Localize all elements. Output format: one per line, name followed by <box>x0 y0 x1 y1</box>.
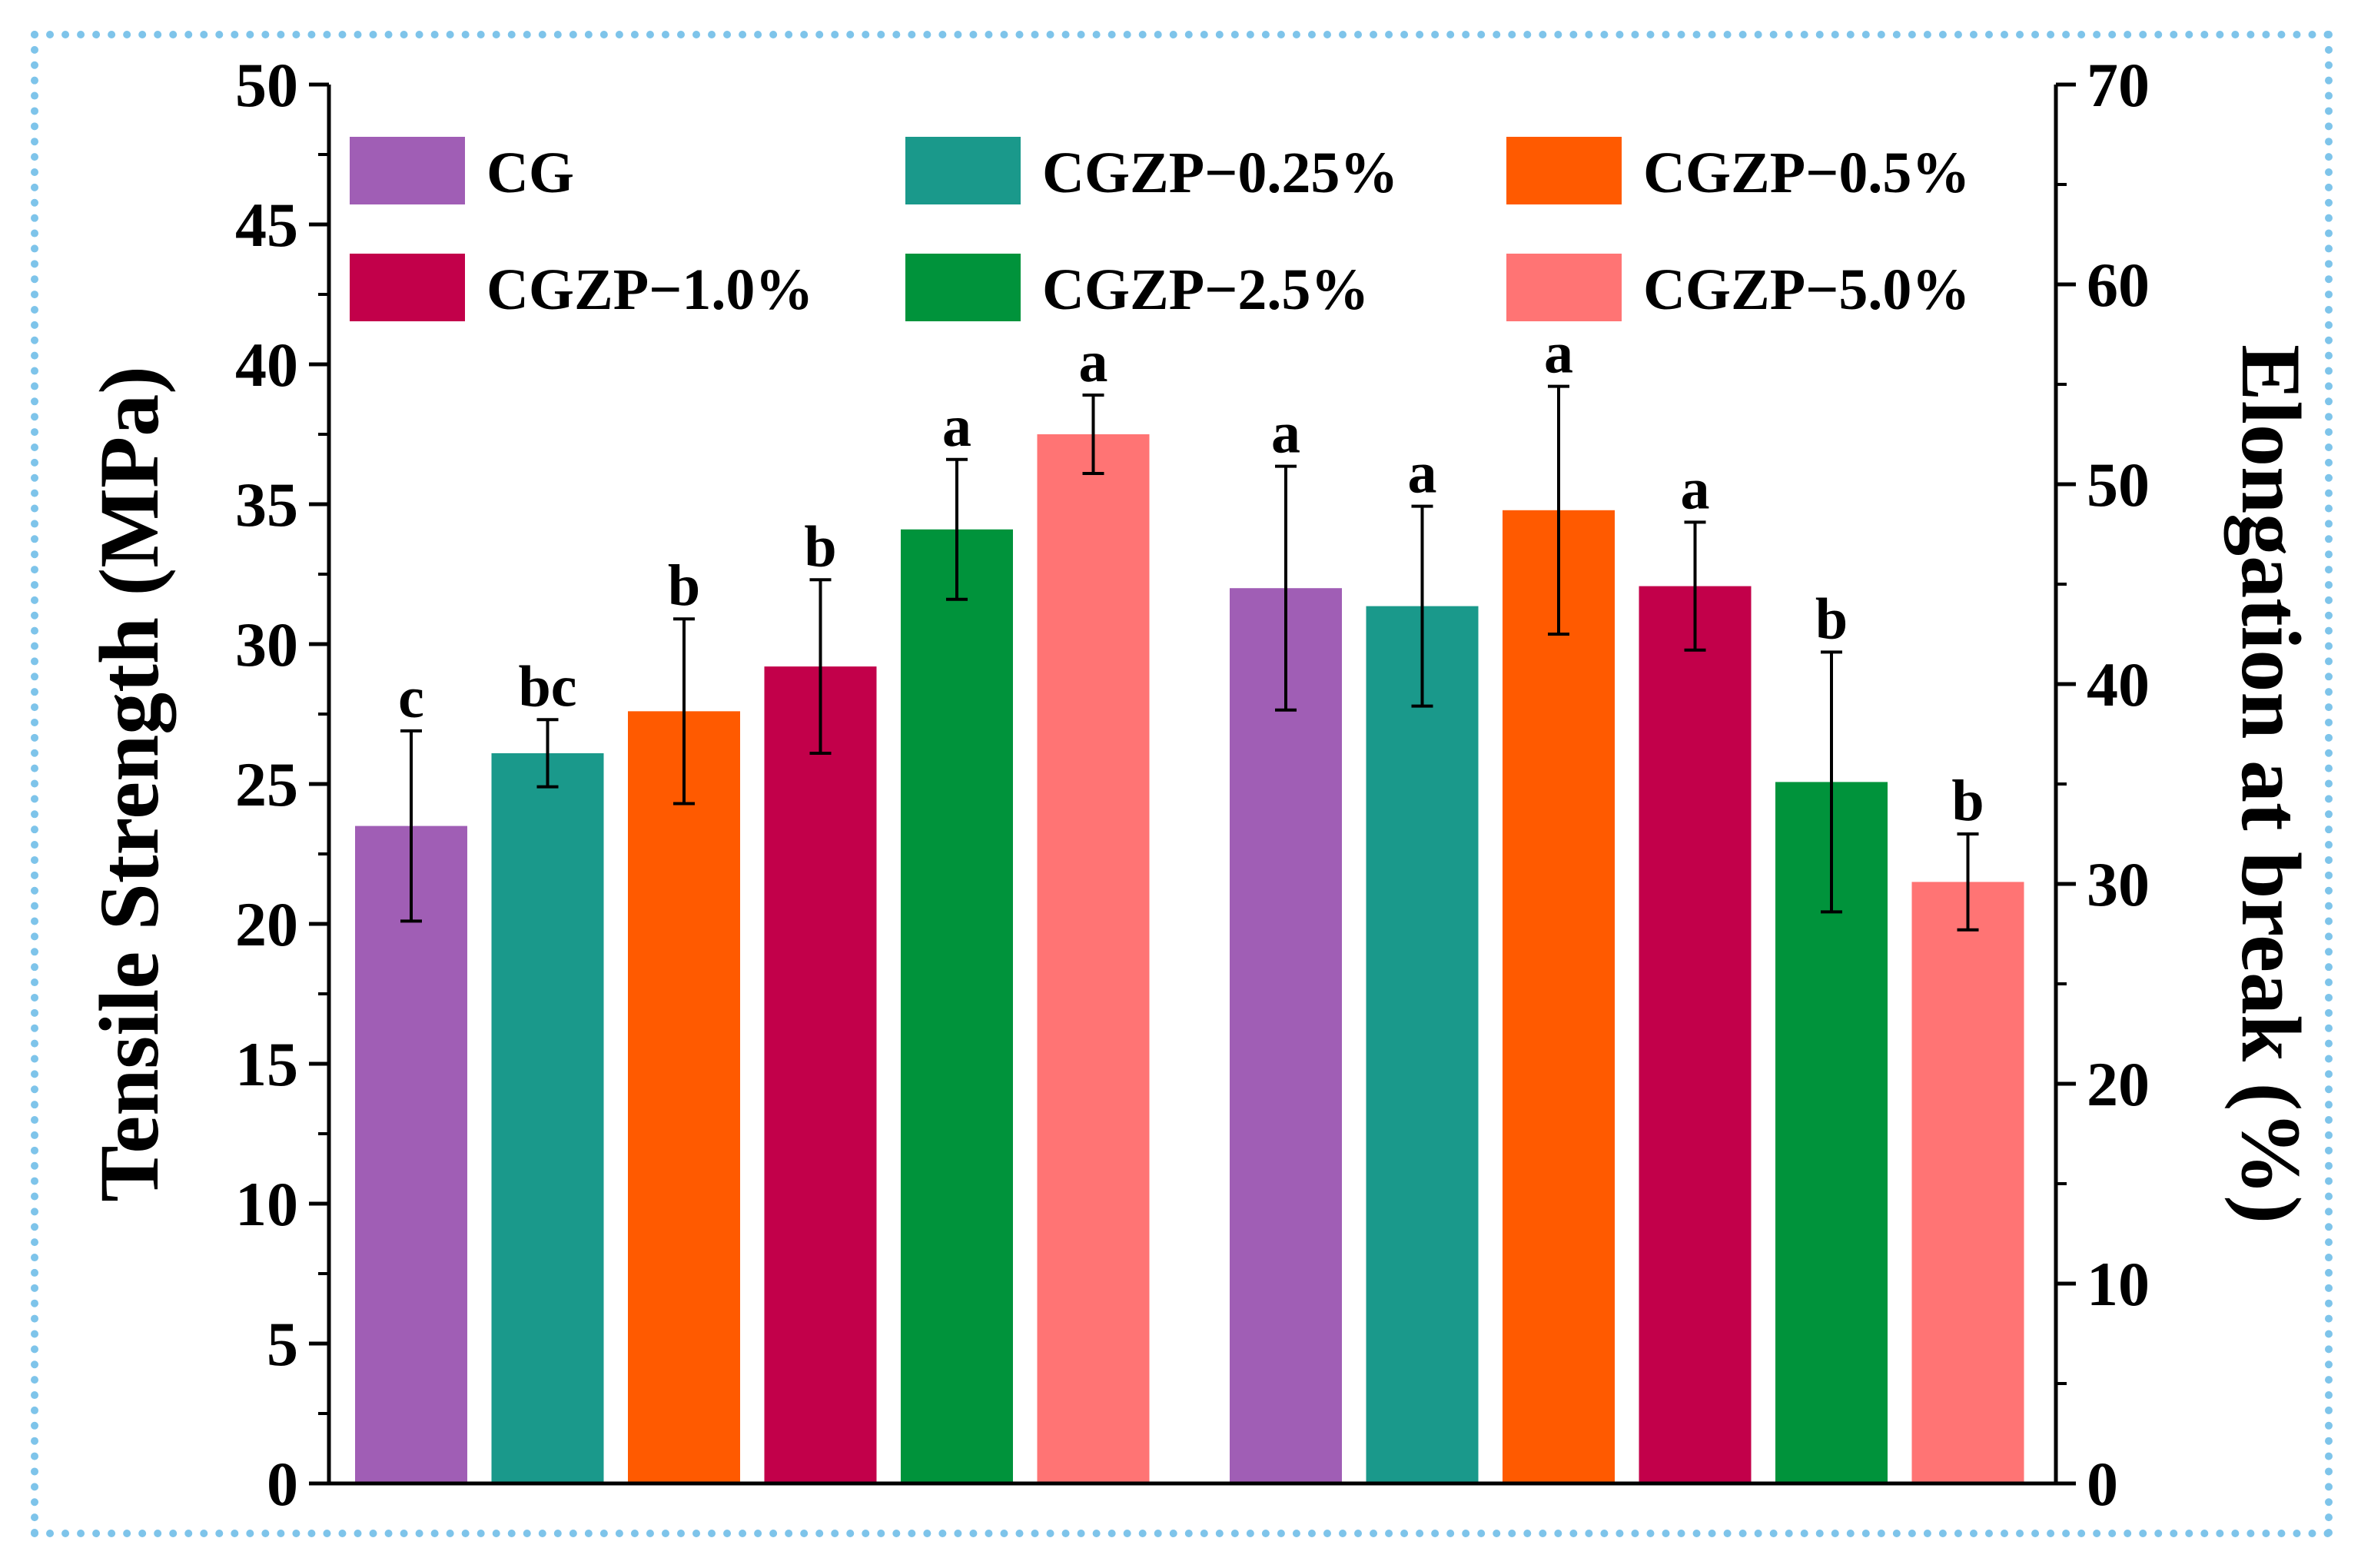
significance-letter: a <box>1079 330 1108 394</box>
left-tick-label: 40 <box>235 330 298 400</box>
right-axis-label: Elongation at break (%) <box>2224 344 2318 1224</box>
bar <box>491 752 604 1483</box>
legend-swatch <box>1506 254 1622 321</box>
error-bars <box>400 384 1979 932</box>
right-tick-label: 10 <box>2087 1249 2150 1319</box>
legend-label: CGZP−0.25% <box>1042 141 1398 205</box>
legend-label: CGZP−0.5% <box>1643 141 1970 205</box>
significance-letter: a <box>942 394 971 459</box>
left-ticks: 0 5 10 15 20 25 30 35 40 45 50 <box>235 50 329 1519</box>
right-tick-label: 0 <box>2087 1449 2118 1519</box>
left-tick-label: 35 <box>235 470 298 540</box>
significance-letter: b <box>1951 769 1984 833</box>
left-tick-label: 0 <box>267 1449 298 1519</box>
significance-letter: a <box>1681 457 1710 521</box>
right-ticks: 0 10 20 30 40 50 60 70 <box>2056 50 2150 1519</box>
right-tick-label: 40 <box>2087 649 2150 719</box>
left-tick-label: 50 <box>235 50 298 120</box>
legend-label: CGZP−5.0% <box>1643 257 1970 322</box>
legend-swatch <box>1506 137 1622 204</box>
significance-letter: c <box>398 666 424 730</box>
legend-label: CGZP−2.5% <box>1042 257 1369 322</box>
bars <box>355 434 2024 1484</box>
bar <box>1911 882 2024 1483</box>
bar <box>628 711 740 1483</box>
legend-label: CGZP−1.0% <box>486 257 813 322</box>
significance-letter: b <box>1815 586 1848 651</box>
bar <box>355 826 467 1483</box>
legend-label: CG <box>486 141 574 205</box>
right-tick-label: 60 <box>2087 250 2150 320</box>
bar <box>1366 606 1479 1483</box>
right-tick-label: 50 <box>2087 450 2150 520</box>
bar <box>1230 588 1342 1484</box>
left-tick-label: 45 <box>235 190 298 260</box>
significance-letter: a <box>1271 401 1300 466</box>
legend: CG CGZP−0.25% CGZP−0.5% CGZP−1.0% CGZP−2.5% C… <box>350 137 1970 322</box>
bar <box>1639 586 1752 1483</box>
significance-letter: a <box>1544 321 1573 386</box>
left-tick-label: 10 <box>235 1169 298 1239</box>
right-tick-label: 30 <box>2087 849 2150 919</box>
significance-letter: b <box>804 514 836 579</box>
legend-swatch <box>905 254 1021 321</box>
left-tick-label: 30 <box>235 610 298 679</box>
bar <box>1503 510 1615 1483</box>
bar <box>1037 434 1150 1483</box>
legend-swatch <box>905 137 1021 204</box>
left-tick-label: 15 <box>235 1029 298 1099</box>
left-tick-label: 25 <box>235 749 298 819</box>
left-axis-label: Tensile Strength (MPa) <box>82 366 176 1202</box>
significance-letter: bc <box>519 654 577 719</box>
left-tick-label: 20 <box>235 889 298 959</box>
legend-swatch <box>350 254 465 321</box>
significance-letters: c bc b b a a a a a a b b <box>398 321 1984 833</box>
right-tick-label: 70 <box>2087 50 2150 120</box>
bar <box>764 666 877 1483</box>
right-tick-label: 20 <box>2087 1049 2150 1119</box>
left-tick-label: 5 <box>267 1309 298 1379</box>
significance-letter: a <box>1408 441 1437 506</box>
legend-swatch <box>350 137 465 204</box>
bar <box>901 529 1013 1483</box>
dotted-border <box>31 31 2333 1537</box>
significance-letter: b <box>668 553 700 618</box>
